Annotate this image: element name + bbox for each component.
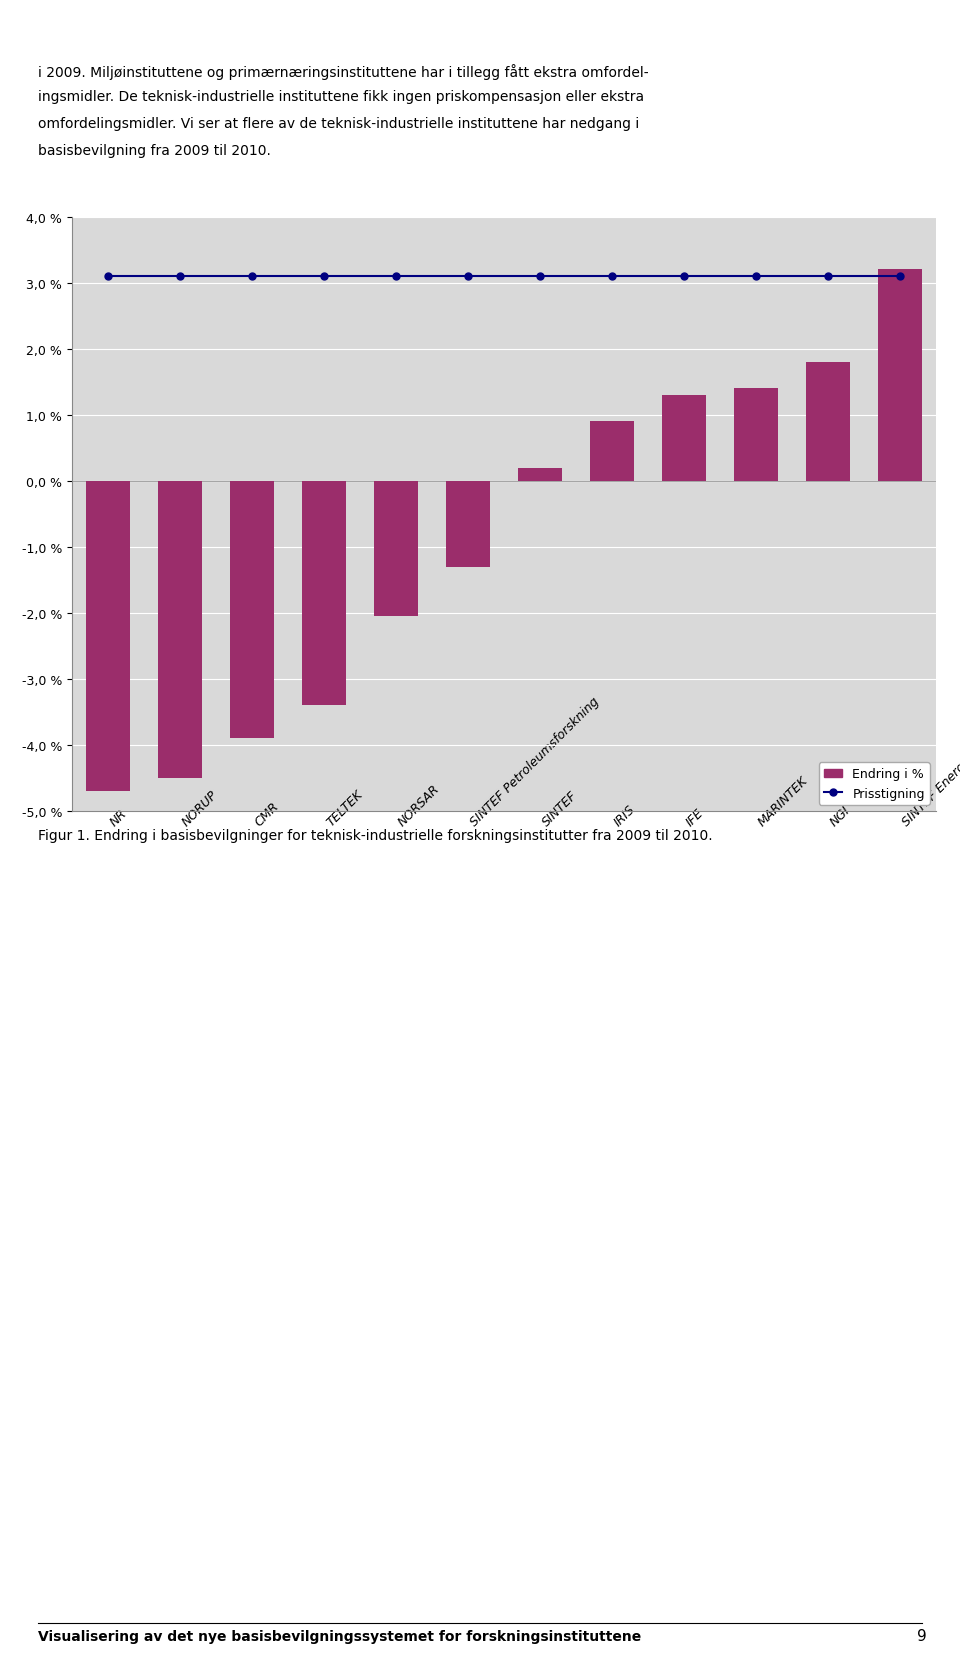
Bar [590, 422, 634, 482]
Bar [158, 482, 202, 778]
Text: Visualisering av det nye basisbevilgningssystemet for forskningsinstituttene: Visualisering av det nye basisbevilgning… [38, 1630, 641, 1643]
Bar [662, 397, 706, 482]
Text: basisbevilgning fra 2009 til 2010.: basisbevilgning fra 2009 til 2010. [38, 144, 272, 157]
Text: omfordelingsmidler. Vi ser at flere av de teknisk-industrielle instituttene har : omfordelingsmidler. Vi ser at flere av d… [38, 117, 639, 130]
Bar [878, 271, 922, 482]
Bar [446, 482, 490, 567]
Bar [302, 482, 346, 706]
Bar [230, 482, 274, 739]
Legend: Endring i %, Prisstigning: Endring i %, Prisstigning [819, 763, 929, 805]
Text: 9: 9 [917, 1628, 926, 1643]
Bar [374, 482, 418, 617]
Text: i 2009. Miljøinstituttene og primærnæringsinstituttene har i tillegg fått ekstra: i 2009. Miljøinstituttene og primærnærin… [38, 64, 649, 80]
Bar [734, 390, 778, 482]
Text: ingsmidler. De teknisk-industrielle instituttene fikk ingen priskompensasjon ell: ingsmidler. De teknisk-industrielle inst… [38, 90, 644, 104]
Bar [806, 363, 850, 482]
Text: Figur 1. Endring i basisbevilgninger for teknisk-industrielle forskningsinstitut: Figur 1. Endring i basisbevilgninger for… [38, 828, 713, 842]
Bar [518, 468, 562, 482]
Bar [86, 482, 130, 791]
